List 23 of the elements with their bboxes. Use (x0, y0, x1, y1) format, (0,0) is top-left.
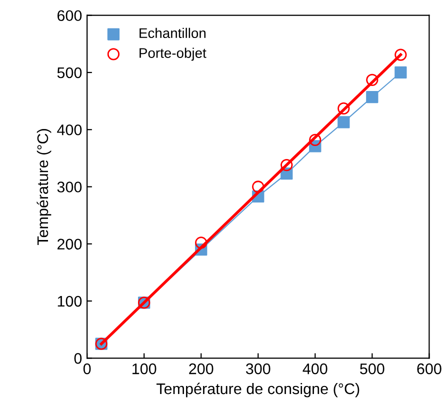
x-tick-label: 100 (132, 363, 156, 374)
y-tick-label: 400 (57, 124, 82, 136)
y-tick-label: 100 (58, 296, 82, 307)
point (366, 90, 378, 104)
x-axis-title: Température de consigne (°C) (156, 382, 360, 398)
x-tick-label: 600 (417, 363, 442, 374)
point (280, 168, 293, 180)
y-tick-label: 200 (57, 238, 82, 250)
y-tick-label: 500 (57, 67, 82, 78)
x-tick-label: 200 (189, 363, 214, 374)
point (394, 66, 407, 79)
legend-label: Echantillon (140, 28, 206, 38)
x-tick-label: 400 (302, 363, 328, 374)
legend-label: Porte-objet (140, 48, 206, 61)
point (309, 140, 322, 152)
y-axis-title: Température (°C) (36, 129, 52, 246)
y-tick-label: 600 (58, 10, 82, 22)
x-tick-label: 0 (83, 363, 91, 374)
y-tick-label: 0 (74, 353, 82, 364)
x-tick-label: 300 (246, 363, 270, 374)
point (338, 116, 350, 128)
x-tick-label: 500 (360, 363, 384, 374)
y-tick-label: 300 (57, 182, 82, 192)
